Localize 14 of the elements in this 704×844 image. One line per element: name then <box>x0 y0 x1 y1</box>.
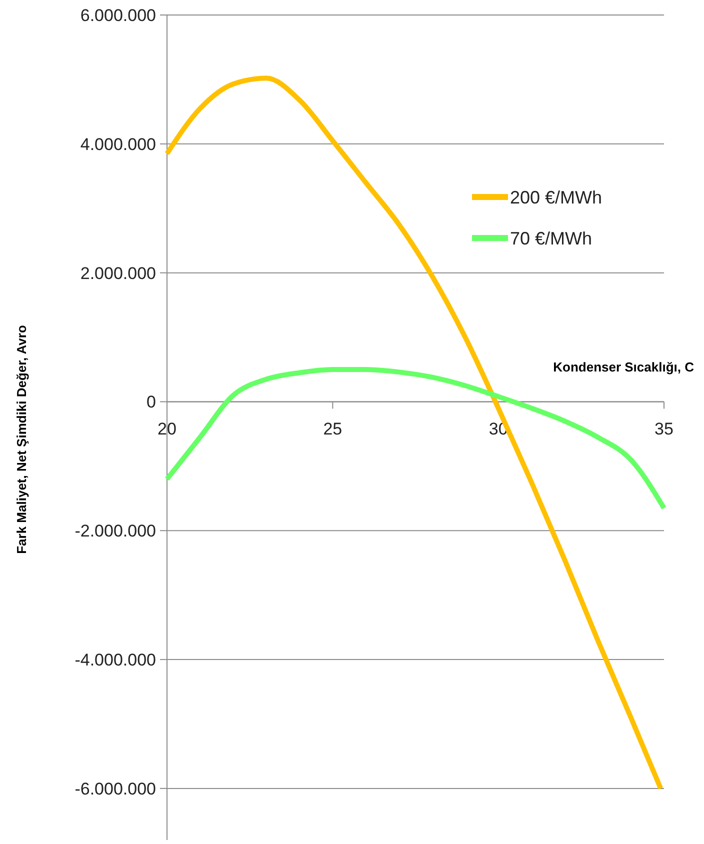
x-tick-label: 20 <box>158 420 176 439</box>
x-tick-label: 35 <box>654 420 674 439</box>
y-tick-label: 0 <box>146 392 156 412</box>
y-tick-label: 4.000.000 <box>80 134 156 154</box>
x-tick-label: 25 <box>323 420 342 439</box>
y-tick-label: 2.000.000 <box>80 264 156 283</box>
legend-label: 200 €/MWh <box>510 187 602 208</box>
y-tick-label: -2.000.000 <box>74 522 156 541</box>
y-tick-label: -4.000.000 <box>74 650 156 670</box>
x-axis-title: Kondenser Sıcaklığı, C <box>553 360 695 375</box>
y-tick-label: -6.000.000 <box>74 779 156 798</box>
y-axis-title: Fark Maliyet, Net Şimdiki Değer, Avro <box>14 325 29 554</box>
legend-label: 70 €/MWh <box>510 228 592 248</box>
y-tick-label: 6.000.000 <box>80 6 156 25</box>
